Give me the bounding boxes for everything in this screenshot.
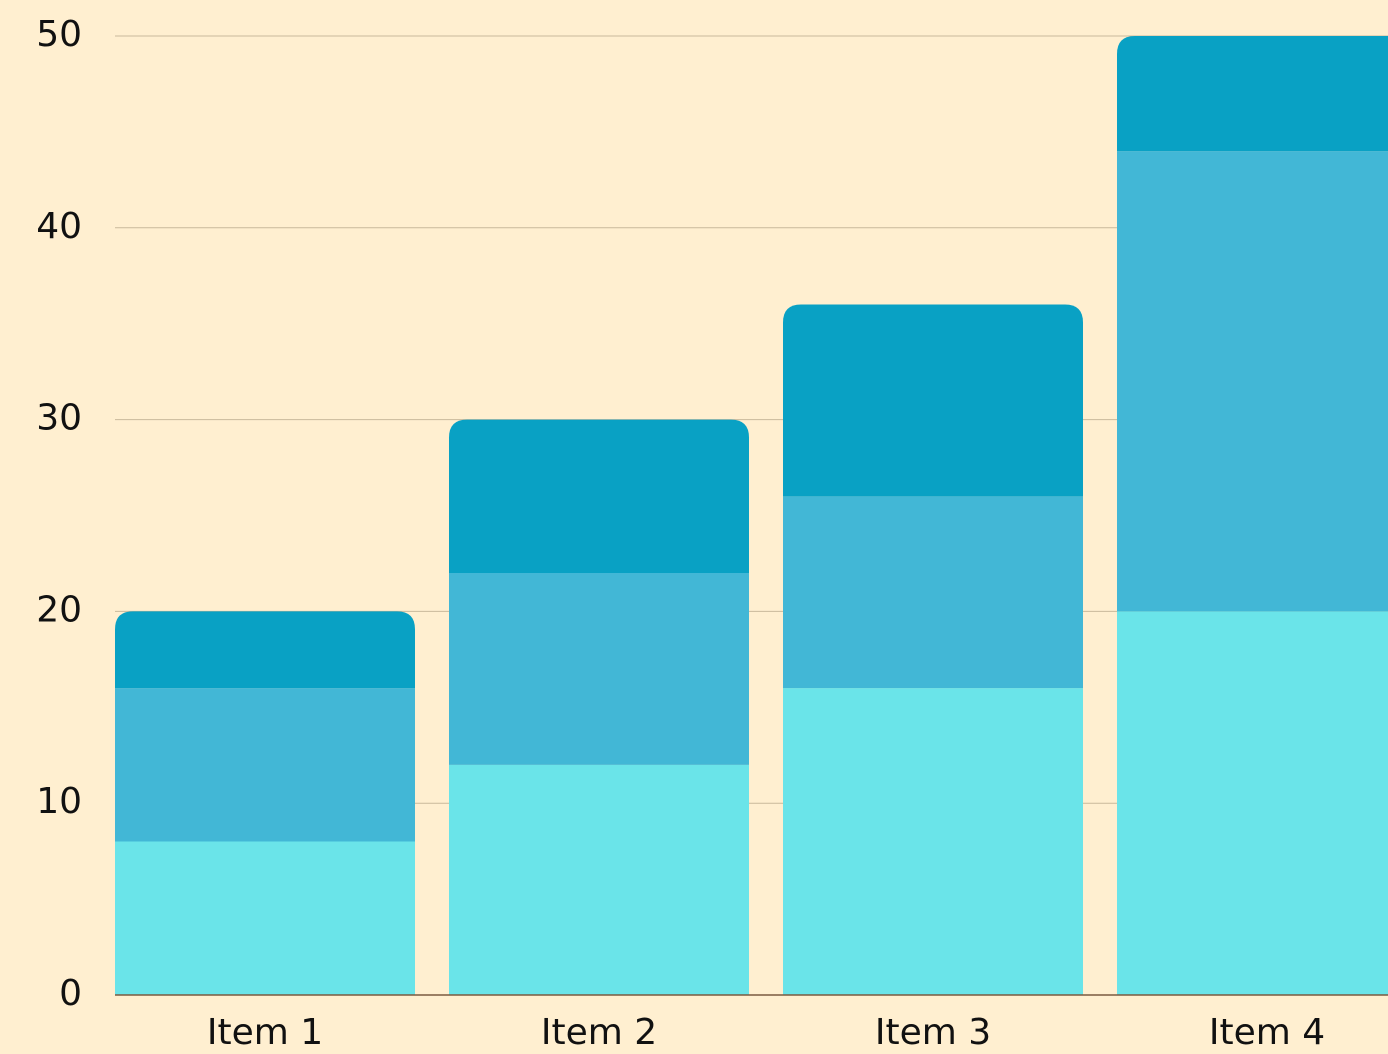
y-tick-label: 30 — [36, 398, 82, 439]
y-tick-label: 0 — [59, 973, 82, 1014]
x-tick-label: Item 3 — [875, 1012, 991, 1053]
bar-segment — [783, 304, 1083, 497]
x-tick-label: Item 1 — [207, 1012, 323, 1053]
y-tick-label: 50 — [36, 14, 82, 55]
y-tick-label: 40 — [36, 206, 82, 247]
x-tick-label: Item 4 — [1209, 1012, 1325, 1053]
bar-segment — [449, 764, 749, 995]
bar-segment — [449, 573, 749, 765]
y-tick-label: 10 — [36, 781, 82, 822]
bar-segment — [449, 419, 749, 574]
bar-segment — [1117, 36, 1388, 152]
bar-segment — [115, 841, 415, 995]
bar-segment — [783, 688, 1083, 995]
bar-segment — [783, 496, 1083, 689]
y-tick-label: 20 — [36, 589, 82, 630]
bar-segment — [115, 688, 415, 842]
x-tick-label: Item 2 — [541, 1012, 657, 1053]
bar-segment — [115, 611, 415, 689]
bar-segment — [1117, 151, 1388, 612]
bar-segment — [1117, 611, 1388, 995]
